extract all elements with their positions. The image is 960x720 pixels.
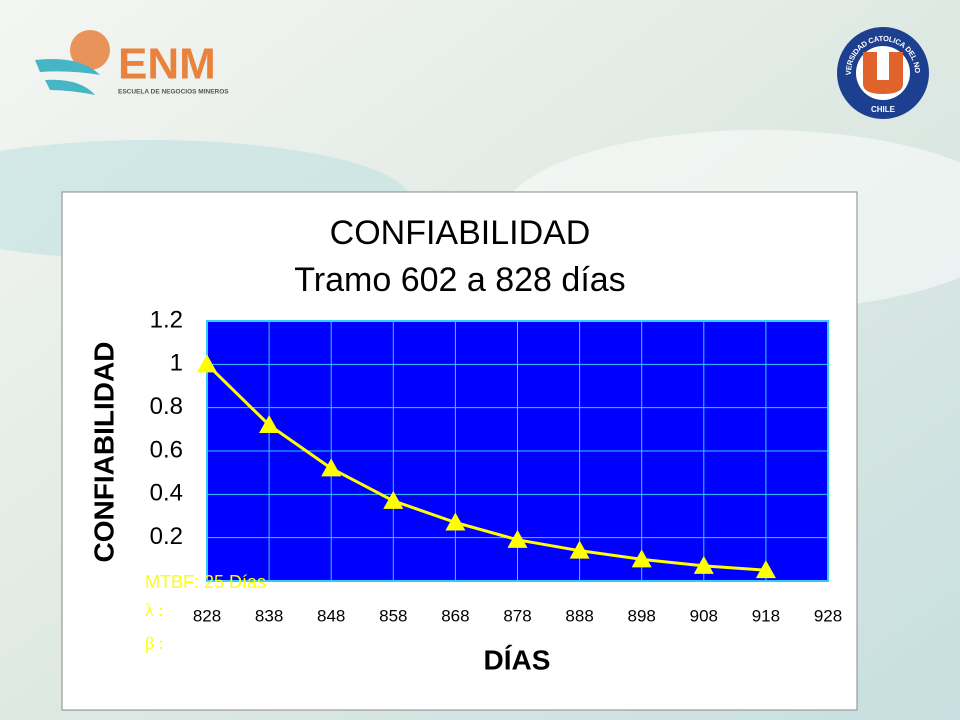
line bbox=[205, 363, 767, 572]
annotation: λ : bbox=[145, 600, 163, 620]
x-tick-label: 888 bbox=[565, 606, 593, 625]
enm-logo: ENM ESCUELA DE NEGOCIOS MINEROS bbox=[35, 30, 229, 96]
x-tick-label: 838 bbox=[255, 606, 283, 625]
marker bbox=[445, 512, 466, 531]
x-tick-label: 858 bbox=[379, 606, 407, 625]
chart-title: CONFIABILIDAD bbox=[330, 214, 591, 252]
marker bbox=[569, 540, 590, 559]
marker bbox=[631, 549, 652, 568]
marker bbox=[693, 555, 714, 574]
y-tick-label: 0.6 bbox=[150, 436, 183, 463]
marker bbox=[507, 529, 528, 548]
y-tick-label: 1 bbox=[170, 350, 183, 377]
x-tick-label: 828 bbox=[193, 606, 221, 625]
y-tick-label: 0.4 bbox=[150, 480, 183, 507]
marker bbox=[321, 458, 342, 477]
marker bbox=[755, 560, 776, 579]
chart: CONFIABILIDAD Tramo 602 a 828 días CONFI… bbox=[88, 214, 842, 675]
y-tick-label: 0.2 bbox=[150, 523, 183, 550]
marker bbox=[383, 490, 404, 509]
x-tick-label: 918 bbox=[752, 606, 780, 625]
x-tick-label: 898 bbox=[628, 606, 656, 625]
marker bbox=[197, 354, 217, 373]
logo-sun bbox=[70, 30, 110, 70]
logo-subtext: ESCUELA DE NEGOCIOS MINEROS bbox=[118, 89, 229, 96]
x-axis-label: DÍAS bbox=[484, 644, 551, 675]
y-axis-label: CONFIABILIDAD bbox=[88, 342, 119, 563]
x-tick-label: 878 bbox=[503, 606, 531, 625]
annotation: β : bbox=[145, 633, 164, 653]
x-tick-label: 848 bbox=[317, 606, 345, 625]
logo-text: ENM bbox=[118, 40, 216, 89]
x-tick-label: 908 bbox=[690, 606, 718, 625]
marker bbox=[259, 415, 280, 433]
logo-country: CHILE bbox=[871, 105, 896, 114]
y-tick-label: 0.8 bbox=[150, 393, 183, 420]
chart-subtitle: Tramo 602 a 828 días bbox=[294, 261, 625, 299]
annotation: MTBF: 25 Días bbox=[145, 572, 266, 592]
x-tick-label: 928 bbox=[814, 606, 842, 625]
x-tick-label: 868 bbox=[441, 606, 469, 625]
logo-wave bbox=[35, 59, 100, 95]
y-tick-label: 1.2 bbox=[150, 306, 183, 333]
logo-u bbox=[863, 52, 903, 94]
